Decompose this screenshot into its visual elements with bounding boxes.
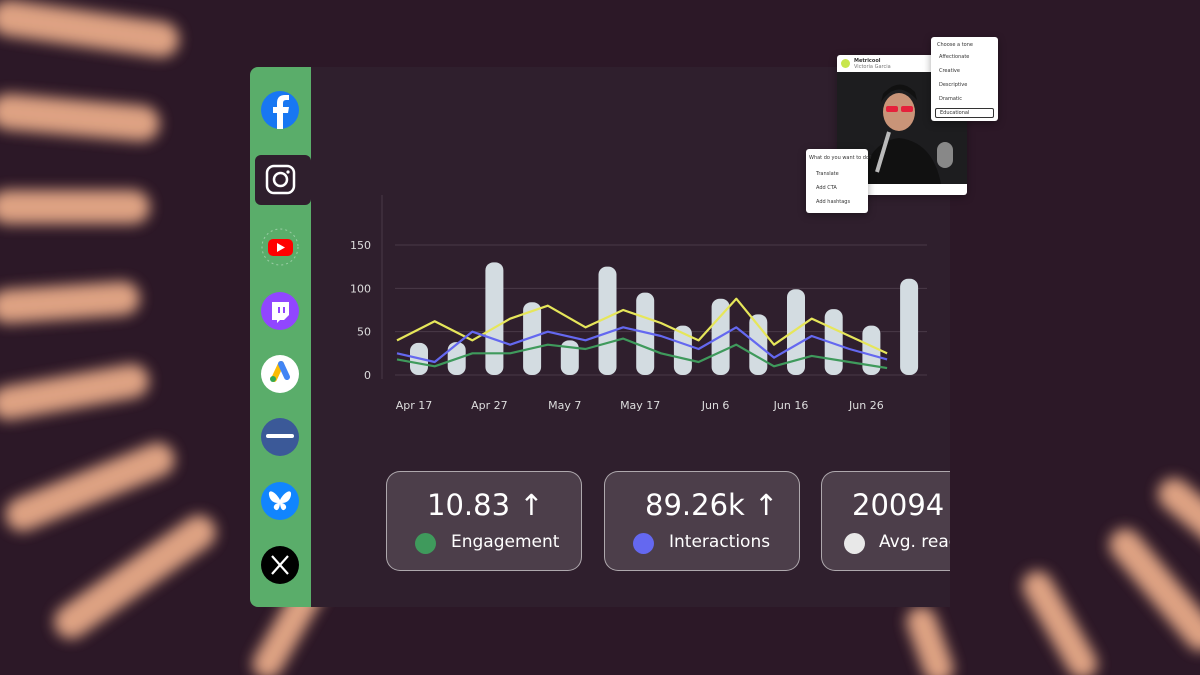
menu-option[interactable]: Affectionate	[939, 54, 970, 60]
stat-dot	[415, 533, 436, 554]
x-tick-label: May 17	[620, 399, 660, 412]
stat-number: 89.26k	[645, 488, 745, 522]
line-series	[396, 326, 888, 364]
stat-card[interactable]: 20094 Avg. reach	[821, 471, 950, 571]
google-ads-dot	[270, 376, 276, 382]
facebook-ads-glyph	[266, 434, 294, 438]
instagram-icon[interactable]	[265, 164, 296, 195]
bar	[636, 292, 655, 375]
stat-label: Interactions	[669, 532, 771, 552]
y-tick-label: 100	[350, 282, 371, 295]
instagram-dot	[286, 170, 290, 174]
menu-option[interactable]: Add hashtags	[816, 199, 851, 205]
menu-title: What do you want to do?	[809, 155, 872, 161]
stat-value: 20094	[852, 488, 944, 522]
action-menu: What do you want to do? Translate Add CT…	[806, 149, 872, 213]
x-tick-label: Jun 6	[701, 399, 730, 412]
line-series	[396, 297, 888, 355]
brand-name: Metricool	[854, 58, 881, 64]
menu-option[interactable]: Descriptive	[939, 82, 968, 88]
menu-option-selected[interactable]: Educational	[935, 108, 994, 118]
x-tick-label: Apr 27	[471, 399, 508, 412]
x-tick-label: Jun 16	[773, 399, 809, 412]
google-ads-icon[interactable]	[261, 355, 299, 393]
menu-option[interactable]: Translate	[816, 171, 839, 177]
stat-number: 20094	[852, 488, 945, 522]
instagram-lens	[272, 171, 289, 188]
author-name: Victoria Garcia	[854, 64, 891, 70]
y-tick-label: 150	[350, 239, 371, 252]
bar	[485, 262, 504, 375]
sidebar	[250, 67, 311, 607]
bluesky-glyph	[268, 491, 292, 511]
stat-dot	[844, 533, 865, 554]
menu-title: Choose a tone	[937, 42, 973, 48]
stat-label: Avg. reach	[879, 532, 950, 552]
stat-label: Engagement	[451, 532, 560, 552]
twitch-eye	[283, 307, 285, 313]
line-series	[396, 337, 888, 370]
stat-value: 89.26k ↑	[645, 488, 779, 522]
y-tick-label: 50	[357, 326, 371, 339]
bar	[598, 266, 617, 375]
x-tick-label: Apr 17	[396, 399, 433, 412]
bar	[900, 278, 919, 375]
stat-value: 10.83 ↑	[427, 488, 544, 522]
menu-option[interactable]: Add CTA	[816, 185, 837, 191]
stat-number: 10.83	[427, 488, 511, 522]
selected-tab[interactable]	[255, 155, 311, 205]
x-glyph	[271, 555, 289, 575]
x-tick-label: May 7	[548, 399, 581, 412]
stat-dot	[633, 533, 654, 554]
menu-option[interactable]: Dramatic	[939, 96, 963, 102]
stat-card[interactable]: 10.83 ↑ Engagement	[386, 471, 582, 571]
bar	[560, 340, 579, 375]
brand-avatar	[841, 59, 850, 68]
facebook-glyph	[273, 95, 289, 129]
tone-menu: Choose a tone Affectionate Creative Desc…	[931, 37, 998, 121]
y-tick-label: 0	[364, 369, 371, 382]
bar	[862, 325, 881, 375]
youtube-play	[277, 243, 285, 252]
bar	[523, 302, 542, 375]
x-tick-label: Jun 26	[848, 399, 884, 412]
bar	[787, 289, 805, 375]
stat-card[interactable]: 89.26k ↑ Interactions	[604, 471, 800, 571]
chart: 0 50 100 150 Apr 17 Apr 27 May 7 May 17 Jun 6 Jun…	[350, 195, 927, 412]
bar	[673, 325, 692, 375]
menu-option[interactable]: Creative	[939, 68, 960, 74]
google-ads-glyph	[278, 361, 290, 380]
twitch-eye	[278, 307, 280, 313]
